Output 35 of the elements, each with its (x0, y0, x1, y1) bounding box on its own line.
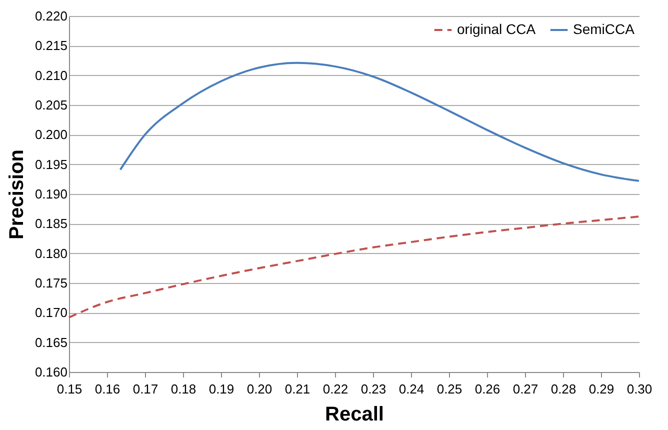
y-axis-title: Precision (6, 149, 28, 240)
y-tick-label: 0.215 (34, 38, 68, 54)
x-tick-label: 0.28 (550, 382, 576, 396)
x-axis-title: Recall (325, 404, 384, 426)
line-series (68, 216, 640, 318)
y-tick-label: 0.210 (34, 68, 68, 83)
x-tick-label: 0.25 (436, 382, 462, 396)
x-tick-label: 0.17 (132, 382, 158, 396)
y-tick-label: 0.165 (34, 334, 68, 350)
y-tick-label: 0.160 (34, 364, 68, 380)
x-tick-label: 0.24 (398, 382, 424, 396)
x-tick-label: 0.22 (322, 382, 348, 396)
y-tick-label: 0.190 (34, 186, 68, 202)
y-tick-label: 0.175 (34, 276, 68, 290)
y-tick-label: 0.180 (34, 246, 68, 261)
line-series (119, 62, 640, 182)
y-tick-label: 0.185 (34, 216, 68, 232)
x-tick-label: 0.26 (474, 382, 500, 396)
x-tick-label: 0.23 (360, 382, 386, 396)
x-tick-label: 0.27 (512, 382, 538, 396)
y-tick-label: 0.205 (34, 98, 68, 112)
x-tick-label: 0.20 (246, 382, 272, 396)
y-tick-label: 0.220 (34, 8, 68, 24)
x-tick-label: 0.18 (170, 382, 196, 396)
x-tick-label: 0.16 (94, 382, 120, 396)
y-tick-label: 0.170 (34, 305, 68, 320)
y-tick-label: 0.195 (34, 156, 68, 172)
x-tick-label: 0.15 (56, 382, 82, 396)
y-tick-label: 0.200 (34, 127, 68, 142)
x-tick-label: 0.29 (588, 382, 614, 396)
x-tick-label: 0.30 (626, 382, 652, 396)
x-tick-label: 0.19 (208, 382, 234, 396)
legend-label: SemiCCA (573, 21, 636, 37)
legend-label: original CCA (457, 21, 536, 37)
x-tick-label: 0.21 (284, 382, 310, 396)
